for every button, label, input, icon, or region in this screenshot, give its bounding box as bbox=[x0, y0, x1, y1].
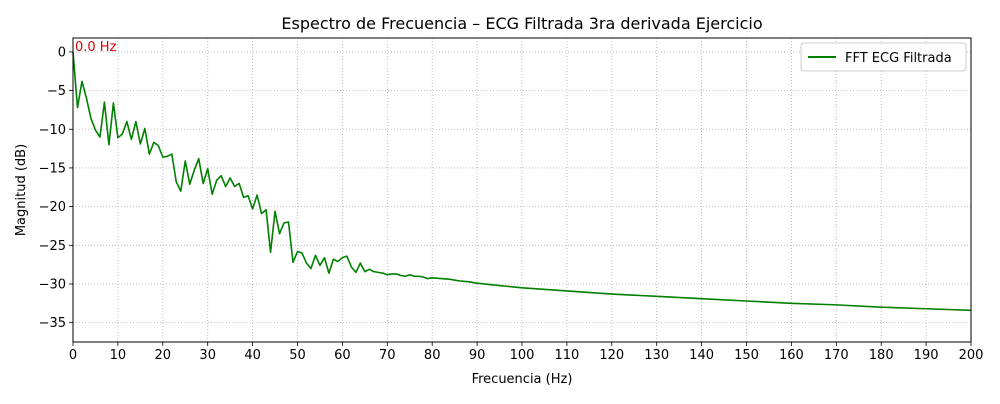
y-axis-label: Magnitud (dB) bbox=[14, 144, 29, 236]
chart-title: Espectro de Frecuencia – ECG Filtrada 3r… bbox=[281, 14, 762, 33]
y-tick-label: −15 bbox=[39, 161, 66, 176]
y-tick-label: −35 bbox=[39, 316, 66, 331]
x-tick-label: 50 bbox=[289, 348, 306, 363]
x-tick-label: 60 bbox=[334, 348, 351, 363]
x-tick-label: 40 bbox=[244, 348, 261, 363]
series-layer bbox=[72, 51, 972, 312]
x-tick-label: 190 bbox=[914, 348, 939, 363]
x-tick-label: 120 bbox=[599, 348, 624, 363]
y-axis: 0 −5 −10 −15 −20 −25 −30 −35 bbox=[39, 45, 73, 331]
x-tick-label: 200 bbox=[959, 348, 984, 363]
x-tick-label: 70 bbox=[379, 348, 396, 363]
series-line-fft-ecg-filtrada bbox=[72, 51, 972, 312]
legend-box bbox=[800, 42, 967, 72]
y-tick-label: −10 bbox=[39, 123, 66, 138]
legend-label: FFT ECG Filtrada bbox=[845, 51, 952, 66]
x-axis-label: Frecuencia (Hz) bbox=[472, 372, 573, 387]
x-tick-label: 140 bbox=[689, 348, 714, 363]
frequency-annotation: 0.0 Hz bbox=[75, 40, 117, 55]
x-tick-label: 170 bbox=[824, 348, 849, 363]
y-tick-label: −25 bbox=[39, 239, 66, 254]
x-axis: 0 10 20 30 40 50 60 70 80 90 100 110 120 130 140 150 160… bbox=[69, 342, 984, 363]
x-tick-label: 90 bbox=[469, 348, 486, 363]
x-tick-label: 130 bbox=[644, 348, 669, 363]
x-tick-label: 80 bbox=[424, 348, 441, 363]
y-tick-label: −5 bbox=[47, 84, 66, 99]
x-tick-label: 110 bbox=[554, 348, 579, 363]
x-tick-label: 100 bbox=[510, 348, 535, 363]
x-tick-label: 20 bbox=[155, 348, 172, 363]
x-tick-label: 10 bbox=[110, 348, 127, 363]
x-tick-label: 0 bbox=[69, 348, 77, 363]
y-tick-label: −30 bbox=[39, 277, 66, 292]
x-tick-label: 150 bbox=[734, 348, 759, 363]
x-tick-label: 180 bbox=[869, 348, 894, 363]
x-tick-label: 160 bbox=[779, 348, 804, 363]
y-tick-label: 0 bbox=[58, 45, 66, 60]
x-tick-label: 30 bbox=[199, 348, 216, 363]
legend: FFT ECG Filtrada bbox=[800, 42, 967, 72]
grid bbox=[72, 38, 972, 342]
y-tick-label: −20 bbox=[39, 200, 66, 215]
